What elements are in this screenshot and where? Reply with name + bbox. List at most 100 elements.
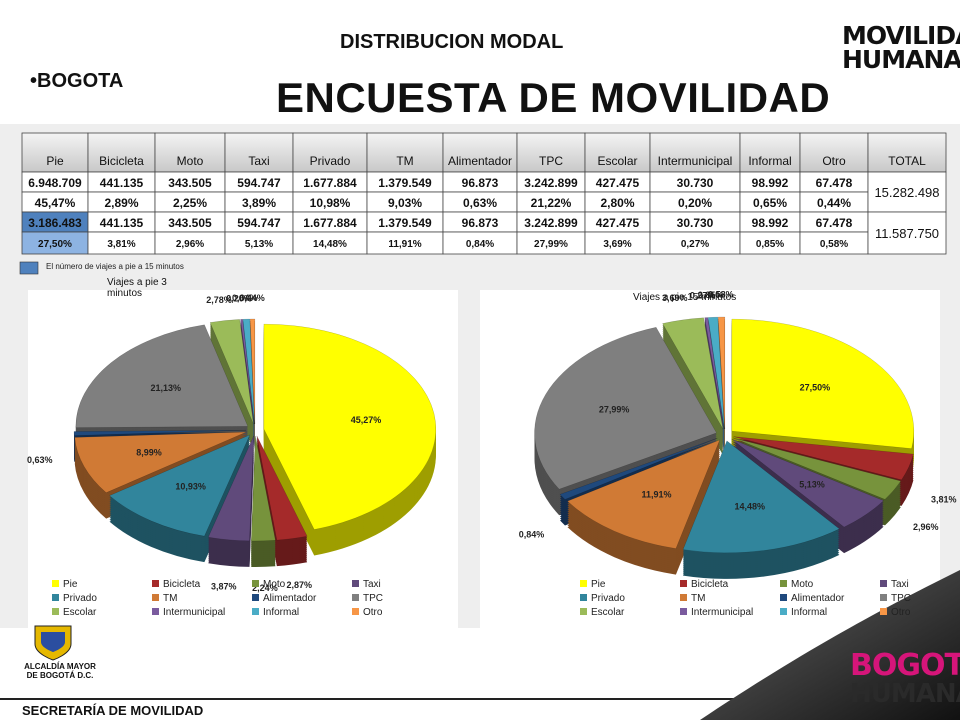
chart-title: Viajes a pie 3 minutos [107, 277, 167, 299]
cell-text: 441.135 [100, 216, 144, 230]
cell-text: 427.475 [596, 216, 640, 230]
slice-label: 2,24% [252, 583, 278, 593]
legend-label: Pie [591, 579, 606, 590]
total-cell [867, 211, 947, 255]
total-cell [867, 171, 947, 213]
slice [207, 435, 254, 542]
header-label: Moto [177, 154, 204, 168]
legend-label: Bicicleta [163, 579, 201, 590]
logo-movilidad: MOVILIDAD HUMANA [842, 21, 960, 72]
slice [731, 318, 915, 449]
legend-swatch [780, 594, 787, 601]
slice-label: 0,44% [239, 293, 265, 303]
header-cell [649, 132, 741, 173]
slice-label: 10,93% [175, 482, 206, 492]
slice [263, 323, 437, 530]
header-label: TPC [539, 154, 563, 168]
header-label: Pie [46, 154, 64, 168]
slice-label: 0,20% [226, 293, 252, 303]
legend-swatch [880, 594, 887, 601]
legend-label: Informal [791, 607, 827, 618]
legend-label: Informal [263, 607, 299, 618]
header-label: Intermunicipal [658, 154, 733, 168]
slice-side [240, 321, 255, 427]
cell-text: 0,85% [756, 239, 784, 250]
header-cell [292, 132, 368, 173]
legend-swatch [252, 594, 259, 601]
alcaldia: ALCALDÍA MAYOR DE BOGOTÁ D.C. [24, 662, 96, 680]
slice [240, 318, 255, 425]
legend-swatch [880, 608, 887, 615]
cell-text: 9,03% [388, 196, 422, 210]
slice-side [240, 323, 255, 429]
cell-text: 98.992 [752, 176, 789, 190]
cell-text: 594.747 [237, 216, 281, 230]
legend-swatch [780, 608, 787, 615]
cell-text: 0,20% [678, 196, 712, 210]
slice [256, 435, 308, 541]
slice [733, 436, 914, 481]
slice [74, 431, 247, 493]
header-label: Taxi [248, 154, 269, 168]
cell-text: 30.730 [677, 176, 714, 190]
legend-swatch [52, 608, 59, 615]
slice-side [240, 325, 255, 431]
slice [75, 324, 249, 428]
chart-title: Viajes a pie 15 minutos [633, 292, 737, 303]
header-label: Otro [822, 154, 846, 168]
legend-label: TM [163, 593, 177, 604]
cell-text: 441.135 [100, 176, 144, 190]
slice [249, 318, 256, 425]
legend-swatch [352, 608, 359, 615]
cell-text: 0,44% [817, 196, 851, 210]
logo-bogota: BOGOTÁ HUMANA [850, 648, 960, 709]
header-label: Informal [748, 154, 791, 168]
cell-text: 2,80% [600, 196, 634, 210]
logo-text: BOGOTÁ [850, 648, 960, 683]
cell-text: 27,99% [534, 239, 568, 250]
cell-text: 0,84% [466, 239, 494, 250]
logo-text: HUMANA [850, 679, 960, 709]
legend-swatch [52, 594, 59, 601]
legend-swatch [880, 580, 887, 587]
slice-label: 14,48% [735, 502, 766, 512]
legend-label: Intermunicipal [163, 607, 225, 618]
slice-label: 27,99% [599, 405, 630, 415]
cell-text: 2,25% [173, 196, 207, 210]
legend-swatch [580, 580, 587, 587]
title: ENCUESTA DE MOVILIDAD [276, 74, 831, 121]
header-label: Escolar [597, 154, 637, 168]
cell-text: 0,27% [681, 239, 709, 250]
cell-text: 98.992 [752, 216, 789, 230]
header-label: TOTAL [888, 154, 926, 168]
legend-swatch [52, 580, 59, 587]
header-cell [867, 132, 947, 173]
header-cell [21, 132, 89, 173]
cell-text: 67.478 [816, 216, 853, 230]
cell-text: 1.677.884 [303, 176, 357, 190]
header-cell [516, 132, 586, 173]
header-label: Bicicleta [99, 154, 144, 168]
slice-label: 0,63% [27, 455, 53, 465]
legend-swatch [352, 580, 359, 587]
legend-label: TM [691, 593, 705, 604]
cell-text: 0,63% [463, 196, 497, 210]
cell-text: 3,89% [242, 196, 276, 210]
slice-label: 27,50% [800, 382, 831, 392]
slice-label: 0,84% [519, 530, 545, 540]
logo-text: MOVILIDAD [842, 21, 960, 50]
city: BOGOTA [30, 70, 123, 93]
slice [250, 435, 276, 542]
cell-text: 3.242.899 [524, 176, 578, 190]
header-cell [739, 132, 801, 173]
cell-text: 11,91% [388, 239, 421, 250]
slice [73, 429, 247, 436]
legend-swatch [680, 580, 687, 587]
slice [731, 438, 885, 528]
header-label: Alimentador [448, 154, 512, 168]
legend-label: Taxi [891, 579, 909, 590]
cell-text: 96.873 [462, 216, 499, 230]
legend-label: Alimentador [791, 593, 845, 604]
